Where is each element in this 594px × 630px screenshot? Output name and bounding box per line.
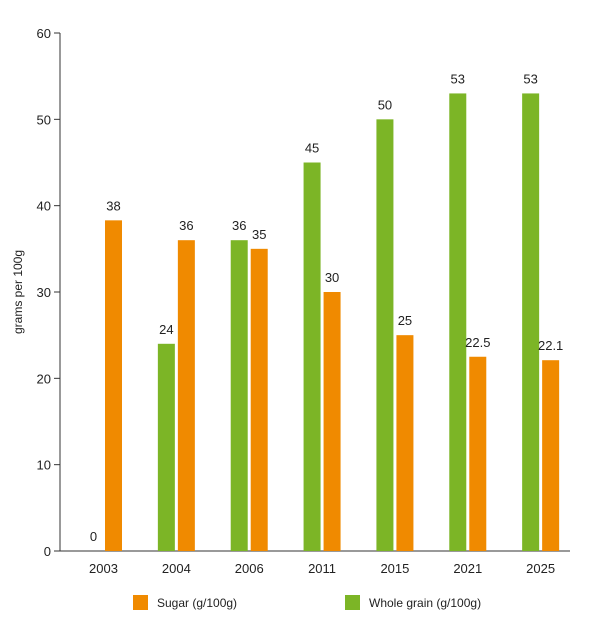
- bar-sugar-g-g: [469, 356, 487, 551]
- y-tick-label: 10: [37, 458, 51, 473]
- bar-whole-grain-g-g: [303, 162, 321, 551]
- x-axis: 2003 2004 2006 2011 2015 2021 2025: [60, 550, 570, 576]
- bar-whole-grain-g-g: [230, 240, 248, 551]
- bar-sugar-g-g: [105, 220, 122, 552]
- bar-sugar-g-g: [323, 292, 341, 551]
- x-tick-label: 2004: [162, 561, 191, 576]
- y-axis: 0 10 20 30 40 50 60: [37, 26, 61, 559]
- y-axis-title: grams per 100g: [11, 250, 25, 334]
- data-label-sugar-g-g: 22.1: [538, 338, 563, 353]
- data-label-sugar-g-g: 30: [325, 270, 339, 285]
- x-tick-label: 2006: [235, 561, 264, 576]
- legend-item-whole-grain: Whole grain (g/100g): [345, 595, 481, 610]
- bar-sugar-g-g: [396, 335, 414, 551]
- data-label-sugar-g-g: 22.5: [465, 335, 490, 350]
- data-label-whole-grain-g-g: 0: [90, 529, 97, 544]
- bar-whole-grain-g-g: [522, 93, 540, 551]
- y-tick-label: 40: [37, 199, 51, 214]
- data-label-whole-grain-g-g: 53: [523, 71, 537, 86]
- data-label-sugar-g-g: 35: [252, 227, 266, 242]
- bar-sugar-g-g: [250, 248, 268, 552]
- legend-label-sugar: Sugar (g/100g): [157, 595, 238, 610]
- data-labels: 0 38 24 36 36 35 45 30 50 25 53 22.5 53 22.1: [90, 71, 563, 544]
- y-tick-label: 0: [44, 544, 51, 559]
- x-tick-label: 2015: [380, 561, 409, 576]
- x-tick-label: 2025: [526, 561, 555, 576]
- data-label-sugar-g-g: 36: [179, 218, 193, 233]
- data-label-whole-grain-g-g: 50: [378, 97, 392, 112]
- data-label-whole-grain-g-g: 36: [232, 218, 246, 233]
- bars: [105, 93, 560, 552]
- data-label-sugar-g-g: 25: [398, 313, 412, 328]
- bar-sugar-g-g: [177, 240, 195, 551]
- data-label-whole-grain-g-g: 45: [305, 141, 319, 156]
- legend-swatch-sugar: [133, 595, 148, 610]
- bar-sugar-g-g: [542, 360, 560, 551]
- y-tick-label: 30: [37, 285, 51, 300]
- data-label-sugar-g-g: 38: [106, 198, 120, 213]
- legend-item-sugar: Sugar (g/100g): [133, 595, 237, 610]
- x-tick-label: 2003: [89, 561, 118, 576]
- y-tick-label: 60: [37, 26, 51, 41]
- legend-swatch-whole-grain: [345, 595, 360, 610]
- data-label-whole-grain-g-g: 24: [159, 322, 173, 337]
- x-tick-label: 2011: [308, 561, 336, 576]
- y-tick-label: 50: [37, 112, 51, 127]
- y-tick-label: 20: [37, 371, 51, 386]
- data-label-whole-grain-g-g: 53: [451, 71, 465, 86]
- legend-label-whole-grain: Whole grain (g/100g): [369, 595, 482, 610]
- x-tick-label: 2021: [453, 561, 482, 576]
- bar-whole-grain-g-g: [449, 93, 467, 551]
- bar-whole-grain-g-g: [157, 343, 175, 551]
- legend: Sugar (g/100g) Whole grain (g/100g): [0, 595, 594, 615]
- bar-whole-grain-g-g: [376, 119, 394, 551]
